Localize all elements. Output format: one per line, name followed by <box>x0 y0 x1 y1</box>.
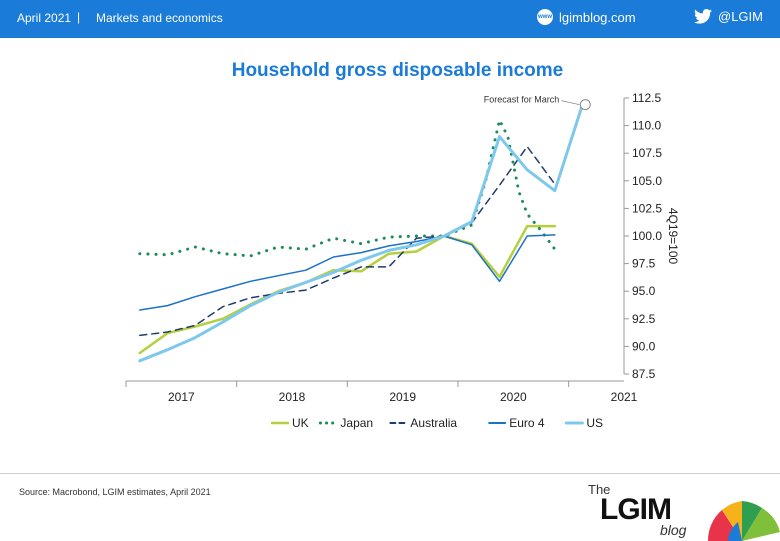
source-note: Source: Macrobond, LGIM estimates, April… <box>19 487 211 497</box>
site-link[interactable]: www lgimblog.com <box>537 9 636 25</box>
y-tick-label: 105.0 <box>632 174 662 188</box>
y-tick-label: 87.5 <box>632 367 656 381</box>
legend-label: US <box>586 416 603 430</box>
y-axis: 87.5 90.0 92.5 95.0 97.5 100.0 102.5 105.0 107.5… <box>623 91 662 381</box>
y-tick-label: 107.5 <box>632 146 662 160</box>
series-line-japan <box>138 118 557 258</box>
header-bar: April 2021 | Markets and economics www l… <box>0 0 780 38</box>
x-axis: 2017 2018 2019 2020 2021 <box>125 380 638 404</box>
forecast-annotation: Forecast for March <box>484 95 560 105</box>
chart: Forecast for March 87.5 90.0 92.5 95.0 97.5 1… <box>125 91 680 430</box>
forecast-leader-line <box>561 100 580 106</box>
series-line-australia <box>139 145 556 337</box>
plot-area: Forecast for March <box>138 95 591 363</box>
header-date: April 2021 <box>17 11 72 25</box>
header-category-link[interactable]: Markets and economics <box>96 11 223 25</box>
legend-label: Japan <box>340 416 373 430</box>
x-tick-label: 2019 <box>389 390 416 404</box>
y-tick-label: 102.5 <box>632 201 662 215</box>
y-tick-label: 95.0 <box>632 284 656 298</box>
legend-label: Euro 4 <box>509 416 545 430</box>
y-tick-label: 92.5 <box>632 312 656 326</box>
y-tick-label: 112.5 <box>632 91 661 105</box>
umbrella-icon <box>707 501 780 541</box>
footer-divider <box>0 473 780 474</box>
y-axis-label: 4Q19=100 <box>666 208 680 265</box>
legend-label: UK <box>292 416 309 430</box>
y-tick-label: 90.0 <box>632 339 656 353</box>
y-tick-label: 97.5 <box>632 257 656 271</box>
legend-label: Australia <box>410 416 457 430</box>
legend: UK Japan Australia Euro 4 US <box>270 416 603 430</box>
globe-icon: www <box>537 9 553 25</box>
series-line-euro-4 <box>139 234 556 311</box>
twitter-bird-icon <box>694 9 712 24</box>
twitter-handle: @LGIM <box>718 9 763 24</box>
series-line-us <box>138 103 584 363</box>
site-label: lgimblog.com <box>559 9 636 25</box>
y-tick-label: 110.0 <box>632 119 661 133</box>
logo-the: The <box>588 482 611 497</box>
logo-lgim: LGIM <box>600 493 672 526</box>
y-tick-label: 100.0 <box>632 229 662 243</box>
x-tick-label: 2017 <box>168 390 195 404</box>
forecast-marker <box>579 99 591 111</box>
x-tick-label: 2020 <box>500 390 527 404</box>
chart-title: Household gross disposable income <box>231 60 564 81</box>
lgim-blog-logo[interactable]: The LGIM blog <box>588 480 780 541</box>
header-separator: | <box>77 10 81 24</box>
logo-blog: blog <box>660 522 687 538</box>
twitter-link[interactable]: @LGIM <box>694 9 763 24</box>
x-tick-label: 2021 <box>611 390 638 404</box>
x-tick-label: 2018 <box>279 390 306 404</box>
series-line-uk <box>138 224 557 355</box>
